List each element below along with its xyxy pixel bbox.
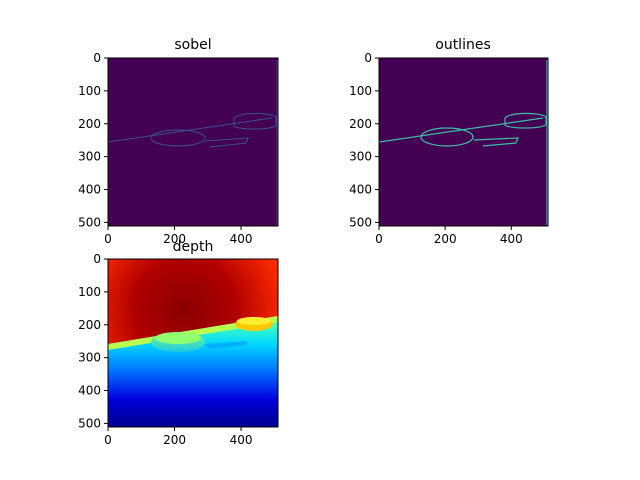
outlines-y-ticks: 0 100 200 300 400 500	[349, 51, 379, 229]
x-tick-label: 0	[104, 232, 112, 246]
depth-axes-frame	[107, 258, 279, 428]
y-tick-label: 100	[78, 84, 101, 98]
x-tick-label: 200	[163, 433, 186, 447]
outlines-panel: outlines 0 100 200 300 400 500 0 200 400	[349, 37, 549, 246]
y-tick-label: 0	[364, 51, 372, 65]
y-tick-label: 300	[78, 150, 101, 164]
x-tick-label: 0	[375, 232, 383, 246]
x-tick-label: 400	[500, 232, 523, 246]
depth-image	[108, 259, 278, 427]
y-tick-label: 400	[78, 183, 101, 197]
y-tick-label: 200	[78, 318, 101, 332]
y-tick-label: 300	[349, 150, 372, 164]
sobel-axes-frame	[107, 57, 279, 227]
x-tick-label: 400	[230, 232, 253, 246]
y-tick-label: 300	[78, 351, 101, 365]
y-tick-label: 500	[349, 215, 372, 229]
sobel-image	[108, 58, 278, 226]
y-tick-label: 200	[349, 117, 372, 131]
y-tick-label: 100	[349, 84, 372, 98]
y-tick-label: 400	[349, 183, 372, 197]
depth-title: depth	[173, 239, 214, 255]
depth-panel: depth 0 100 200 300 400 500 0 200 400	[78, 239, 279, 447]
outlines-edges	[378, 60, 548, 225]
outlines-image	[379, 58, 548, 226]
sobel-edges	[107, 60, 278, 225]
y-tick-label: 400	[78, 384, 101, 398]
sobel-title: sobel	[174, 37, 211, 53]
y-tick-label: 0	[93, 51, 101, 65]
depth-y-ticks: 0 100 200 300 400 500	[78, 252, 108, 430]
depth-x-ticks: 0 200 400	[104, 427, 253, 447]
outlines-x-ticks: 0 200 400	[375, 226, 523, 246]
y-tick-label: 500	[78, 215, 101, 229]
sobel-panel: sobel 0 100 200 300 400 500 0 200 400	[78, 37, 279, 246]
sobel-y-ticks: 0 100 200 300 400 500	[78, 51, 108, 229]
sobel-x-ticks: 0 200 400	[104, 226, 253, 246]
y-tick-label: 500	[78, 416, 101, 430]
outlines-title: outlines	[435, 37, 491, 53]
x-tick-label: 200	[434, 232, 457, 246]
x-tick-label: 0	[104, 433, 112, 447]
y-tick-label: 200	[78, 117, 101, 131]
x-tick-label: 400	[230, 433, 253, 447]
y-tick-label: 100	[78, 285, 101, 299]
outlines-axes-frame	[378, 57, 549, 227]
y-tick-label: 0	[93, 252, 101, 266]
x-tick-label: 200	[163, 232, 186, 246]
